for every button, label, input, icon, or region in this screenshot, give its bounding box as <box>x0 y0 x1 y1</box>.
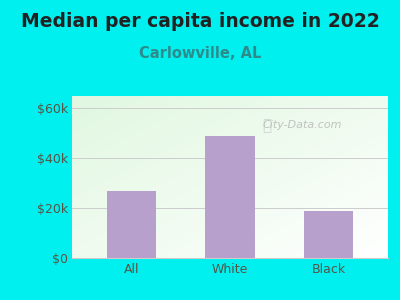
Bar <box>304 211 354 258</box>
Text: City-Data.com: City-Data.com <box>263 120 342 130</box>
Bar <box>205 136 255 258</box>
Text: Ⓢ: Ⓢ <box>262 118 271 133</box>
Text: Carlowville, AL: Carlowville, AL <box>139 46 261 62</box>
Bar <box>106 191 156 258</box>
Text: Median per capita income in 2022: Median per capita income in 2022 <box>21 12 379 31</box>
